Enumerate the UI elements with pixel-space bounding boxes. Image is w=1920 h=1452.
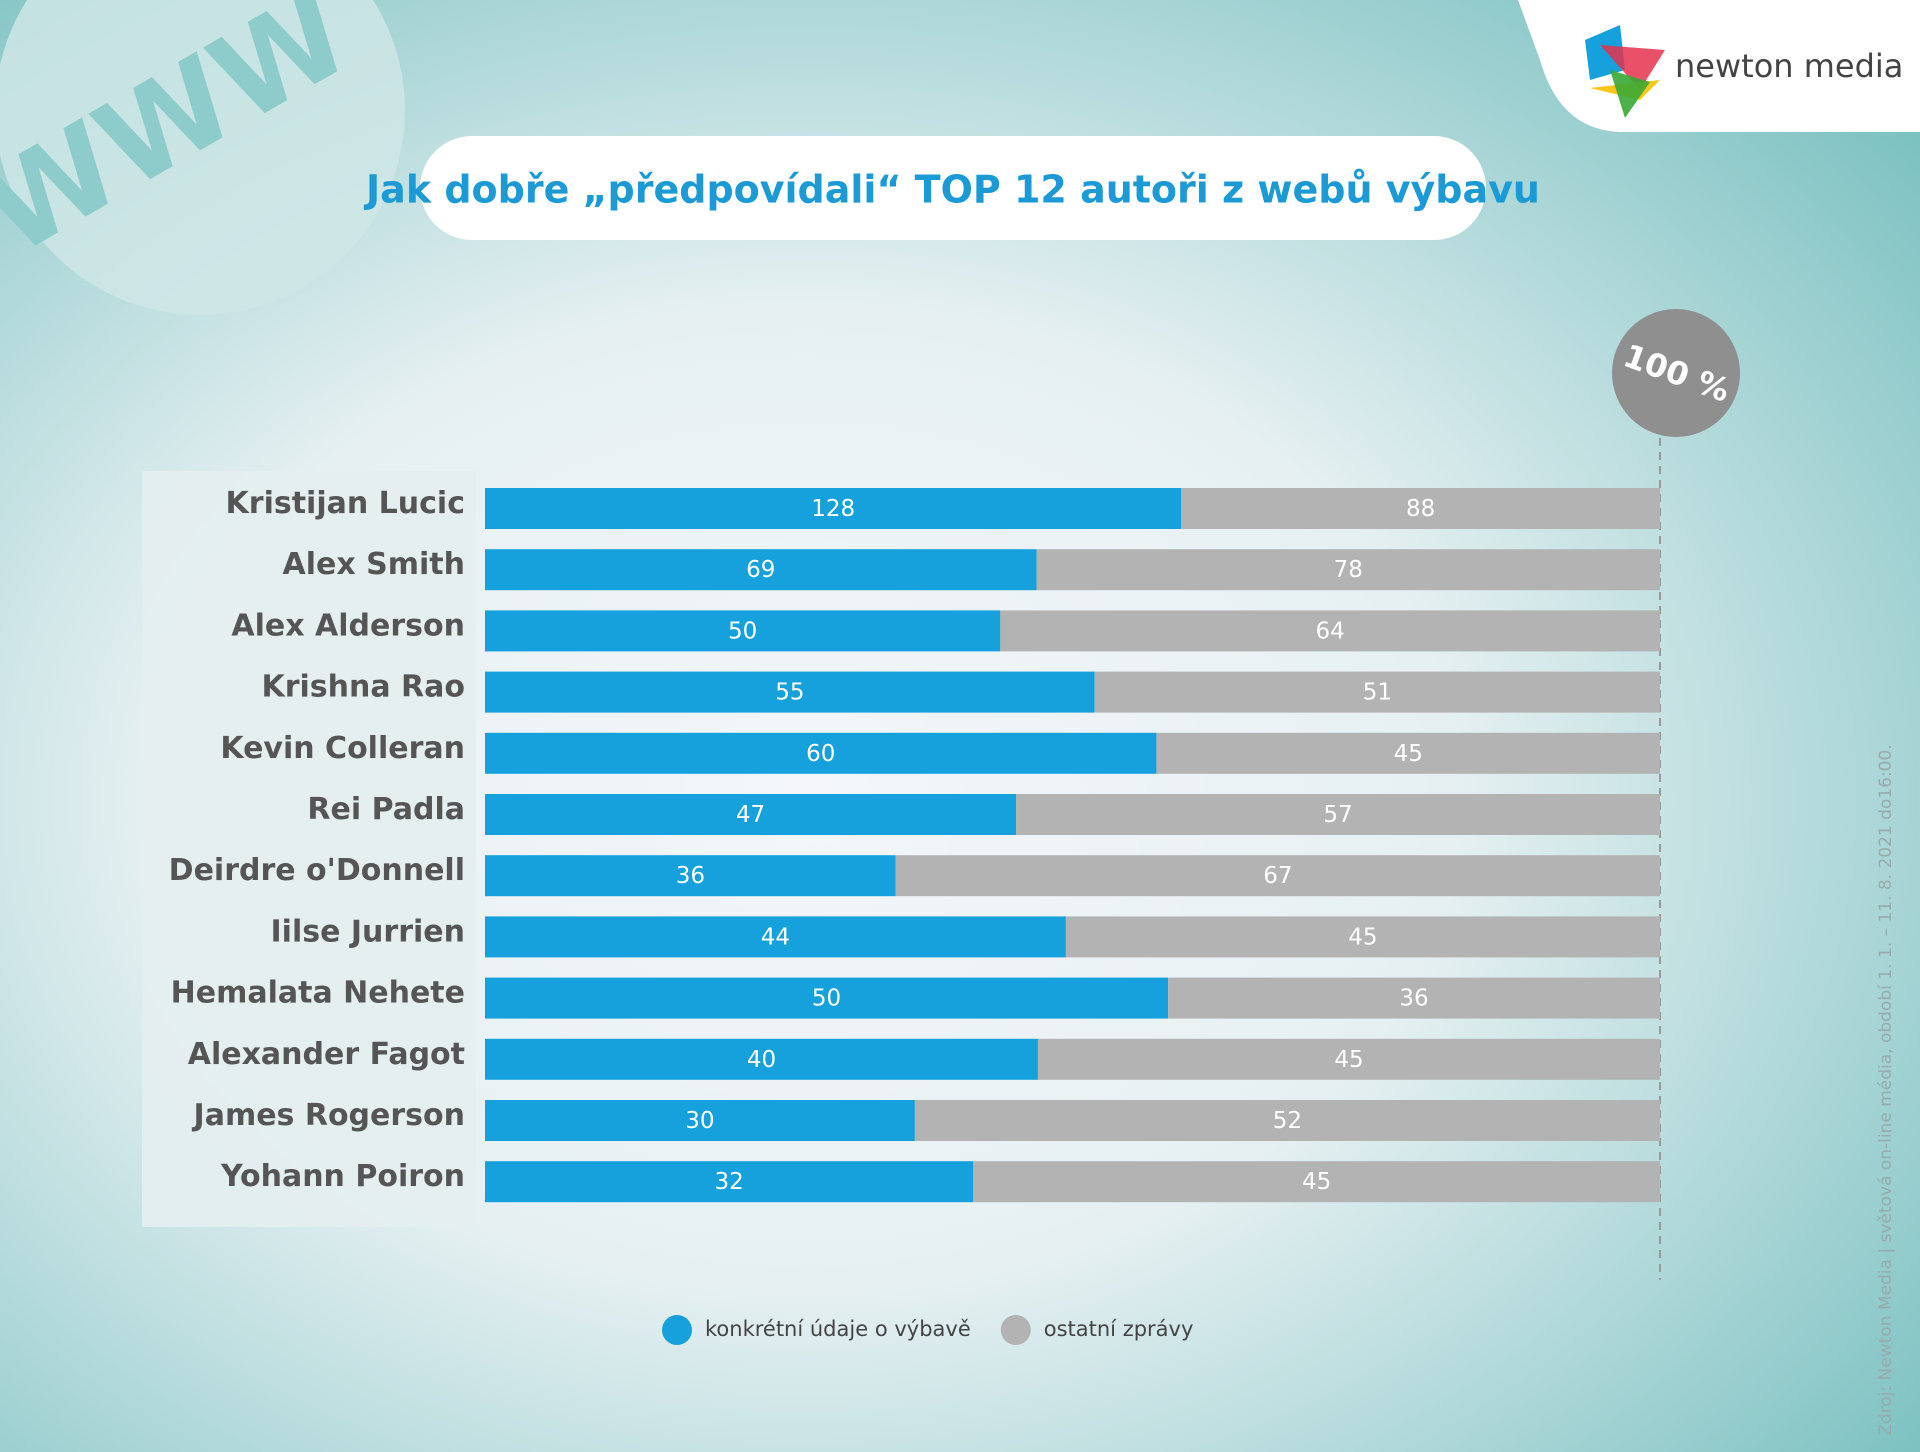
category-label: Kristijan Lucic xyxy=(226,486,465,521)
bar-segment xyxy=(485,610,1001,652)
category-label: James Rogerson xyxy=(192,1098,465,1133)
source-note: Zdroj: Newton Media | světová on-line mé… xyxy=(1876,744,1896,1435)
category-label: Deirdre o'Donnell xyxy=(169,853,465,888)
value-label: 55 xyxy=(775,680,804,706)
bar-segment xyxy=(895,855,1660,897)
value-label: 67 xyxy=(1263,863,1292,889)
legend-label: konkrétní údaje o výbavě xyxy=(705,1317,971,1341)
value-label: 45 xyxy=(1348,924,1377,950)
value-label: 69 xyxy=(746,557,775,583)
bar-segment xyxy=(485,488,1182,529)
value-label: 44 xyxy=(761,924,790,950)
bar-segment xyxy=(914,1100,1660,1141)
value-label: 45 xyxy=(1394,741,1423,767)
value-label: 32 xyxy=(715,1169,744,1195)
value-label: 47 xyxy=(736,802,765,828)
value-label: 45 xyxy=(1302,1169,1331,1195)
bar-segment xyxy=(485,732,1157,774)
value-label: 51 xyxy=(1363,680,1392,706)
value-label: 88 xyxy=(1406,496,1435,522)
bar-segment xyxy=(485,671,1095,713)
category-label: Hemalata Nehete xyxy=(171,976,465,1011)
category-label: Yohann Poiron xyxy=(220,1159,465,1194)
bar-segment xyxy=(1156,732,1660,774)
legend-swatch xyxy=(662,1315,692,1345)
legend-label: ostatní zprávy xyxy=(1044,1317,1194,1341)
legend-swatch xyxy=(1000,1315,1031,1345)
value-label: 128 xyxy=(811,496,855,522)
value-label: 52 xyxy=(1273,1108,1302,1134)
value-label: 45 xyxy=(1334,1047,1363,1073)
value-label: 78 xyxy=(1334,557,1363,583)
bar-segment xyxy=(1000,610,1660,652)
value-label: 36 xyxy=(1399,986,1428,1012)
value-label: 64 xyxy=(1316,618,1345,644)
bar-segment xyxy=(485,916,1066,958)
category-label: Iilse Jurrien xyxy=(271,914,465,949)
bar-segment xyxy=(973,1161,1660,1203)
title-box xyxy=(420,136,1486,240)
bar-segment xyxy=(1094,671,1660,713)
value-label: 57 xyxy=(1323,802,1352,828)
category-label: Krishna Rao xyxy=(261,670,465,705)
bar-segment xyxy=(1168,977,1660,1019)
category-label: Alex Smith xyxy=(283,547,466,582)
value-label: 60 xyxy=(806,741,835,767)
bar-segment xyxy=(1065,916,1660,958)
category-label: Alexander Fagot xyxy=(188,1037,465,1072)
bar-segment xyxy=(1016,794,1660,835)
label-panel xyxy=(142,471,476,1227)
value-label: 30 xyxy=(685,1108,714,1134)
bar-segment xyxy=(1181,488,1660,529)
category-label: Rei Padla xyxy=(307,792,465,827)
bar-segment xyxy=(1037,1038,1660,1080)
category-label: Alex Alderson xyxy=(231,608,465,643)
value-label: 50 xyxy=(728,618,757,644)
logo-text: newton media xyxy=(1675,47,1903,85)
bar-segment xyxy=(485,794,1017,835)
category-label: Kevin Colleran xyxy=(220,731,465,766)
logo-icon xyxy=(1585,25,1665,118)
bar-segment xyxy=(1036,549,1660,591)
bar-segment xyxy=(485,1038,1038,1080)
bar-segment xyxy=(485,549,1037,591)
value-label: 36 xyxy=(676,863,705,889)
tick-badge xyxy=(1612,309,1740,437)
bar-segment xyxy=(485,1100,915,1141)
deco-circle xyxy=(0,0,405,315)
bar-segment xyxy=(485,1161,974,1203)
chart-title: Jak dobře „předpovídali“ TOP 12 autoři z… xyxy=(363,168,1540,212)
value-label: 50 xyxy=(812,986,841,1012)
bar-segment xyxy=(485,977,1169,1019)
value-label: 40 xyxy=(747,1047,776,1073)
bar-segment xyxy=(485,855,896,897)
